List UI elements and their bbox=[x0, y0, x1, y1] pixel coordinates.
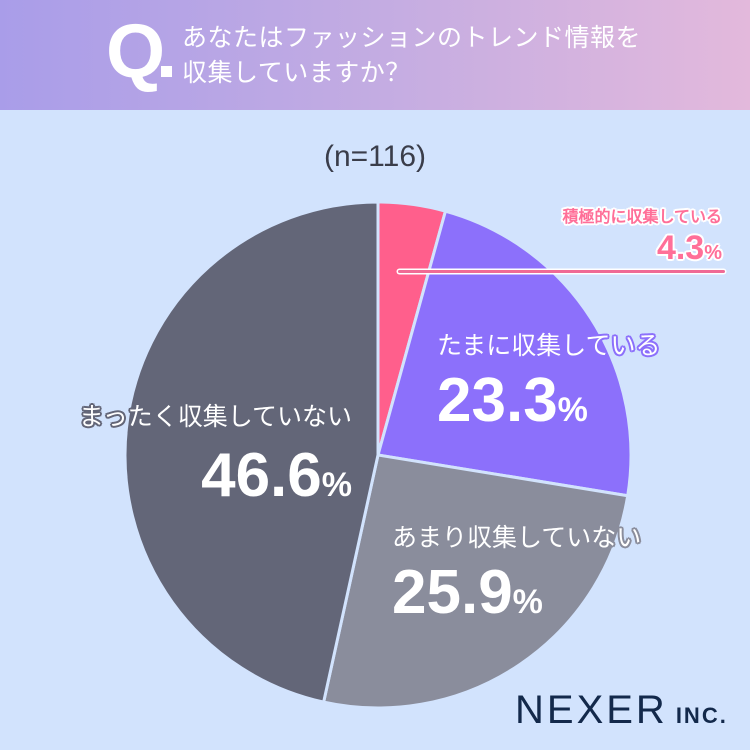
label-never-collect: まったく収集していない 46.6% bbox=[40, 397, 352, 507]
pink-leader-line bbox=[398, 270, 725, 273]
q-mark: Q bbox=[106, 9, 165, 94]
question-text: あなたはファッションのトレンド情報を 収集していますか？ bbox=[182, 20, 641, 90]
label-rarely-collect: あまり収集していない 25.9% bbox=[392, 518, 641, 624]
percent-value: 4.3% bbox=[656, 229, 722, 267]
question-line-2: 収集していますか？ bbox=[182, 58, 411, 87]
label-actively-collect: 積極的に収集している 4.3% bbox=[562, 203, 722, 265]
category-label: 積極的に収集している bbox=[562, 207, 722, 226]
percent-value: 46.6% bbox=[201, 441, 352, 510]
label-sometimes-collect: たまに収集している 23.3% bbox=[437, 326, 661, 432]
question-header: Q あなたはファッションのトレンド情報を 収集していますか？ bbox=[0, 0, 750, 110]
slice-never-collect bbox=[123, 200, 380, 704]
category-label: あまり収集していない bbox=[392, 523, 642, 552]
nexer-logo: NEXER INC. bbox=[515, 688, 728, 732]
slice-rarely-collect bbox=[322, 453, 630, 710]
percent-value: 23.3% bbox=[437, 366, 588, 435]
category-label: まったく収集していない bbox=[78, 402, 352, 431]
percent-value: 25.9% bbox=[392, 558, 543, 627]
question-line-1: あなたはファッションのトレンド情報を bbox=[182, 23, 642, 52]
category-label: たまに収集している bbox=[437, 331, 661, 360]
sample-size: (n=116) bbox=[323, 140, 426, 173]
q-dot bbox=[161, 66, 172, 77]
slice-sometimes-collect bbox=[376, 209, 633, 498]
